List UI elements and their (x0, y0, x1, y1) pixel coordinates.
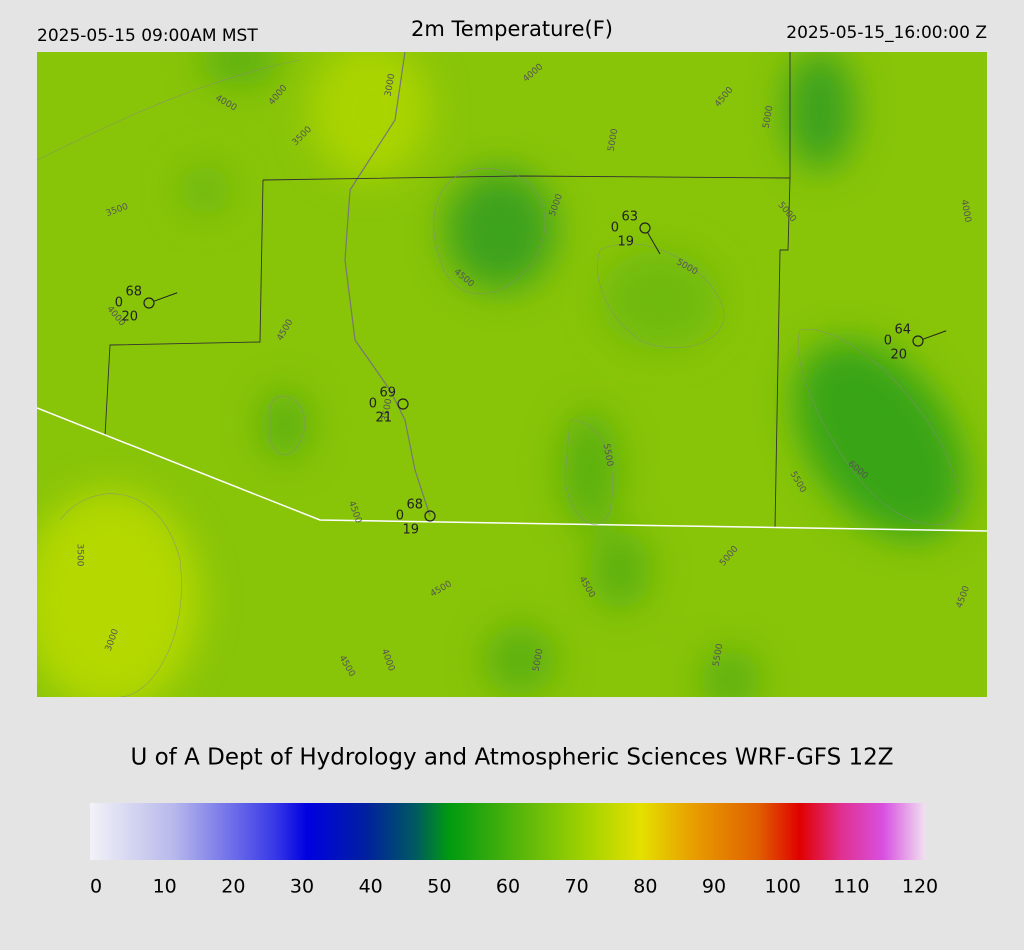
station-temperature: 68 (406, 498, 423, 513)
colorbar-tick-label: 40 (359, 876, 383, 898)
station-temperature: 63 (621, 210, 638, 225)
wind-barb (153, 292, 178, 302)
wind-barb (922, 330, 947, 340)
contour-label: 5500 (712, 643, 726, 668)
contour-label: 5000 (607, 128, 621, 153)
colorbar-tick-label: 30 (290, 876, 314, 898)
colorbar-tick-label: 60 (496, 876, 520, 898)
colorbar-tick-label: 50 (427, 876, 451, 898)
contour-label: 4000 (959, 199, 973, 224)
colorbar-tick-label: 0 (90, 876, 102, 898)
station-temperature: 68 (125, 285, 142, 300)
map-title: 2m Temperature(F) (411, 17, 613, 41)
station-marker (397, 398, 409, 410)
station-wind: 0 (369, 397, 377, 412)
station-dewpoint: 19 (617, 235, 634, 250)
colorbar-tick-label: 20 (221, 876, 245, 898)
station-temperature: 69 (379, 386, 396, 401)
station-wind: 0 (115, 296, 123, 311)
station-wind: 0 (611, 221, 619, 236)
station-wind: 0 (396, 509, 404, 524)
station-marker (639, 222, 651, 234)
station-dewpoint: 20 (890, 348, 907, 363)
station-temperature: 64 (894, 323, 911, 338)
station-dewpoint: 20 (121, 310, 138, 325)
contour-label: 3000 (384, 73, 398, 98)
station-marker (424, 510, 436, 522)
station-marker (143, 297, 155, 309)
colorbar-tick-label: 120 (902, 876, 938, 898)
contour-label: 3500 (75, 544, 85, 567)
colorbar-tick-label: 100 (765, 876, 801, 898)
contour-label: 5000 (762, 105, 776, 130)
station-dewpoint: 21 (375, 411, 392, 426)
colorbar (90, 803, 925, 860)
colorbar-tick-label: 90 (702, 876, 726, 898)
station-marker (912, 335, 924, 347)
station-wind: 0 (884, 334, 892, 349)
colorbar-tick-label: 10 (153, 876, 177, 898)
station-dewpoint: 19 (402, 523, 419, 538)
valid-utc-time: 2025-05-15_16:00:00 Z (786, 23, 987, 43)
colorbar-tick-label: 110 (833, 876, 869, 898)
labels: 4000 400035003000350040004500500050005000… (75, 62, 973, 897)
wind-barb (647, 232, 661, 255)
contour-label: 5000 (532, 648, 546, 673)
contour-label: 5500 (601, 443, 615, 468)
contour-label: 3500 (381, 398, 395, 423)
valid-local-time: 2025-05-15 09:00AM MST (37, 26, 258, 46)
map (37, 52, 987, 697)
colorbar-tick-label: 70 (565, 876, 589, 898)
colorbar-tick-label: 80 (633, 876, 657, 898)
footer-credit: U of A Dept of Hydrology and Atmospheric… (130, 745, 893, 771)
